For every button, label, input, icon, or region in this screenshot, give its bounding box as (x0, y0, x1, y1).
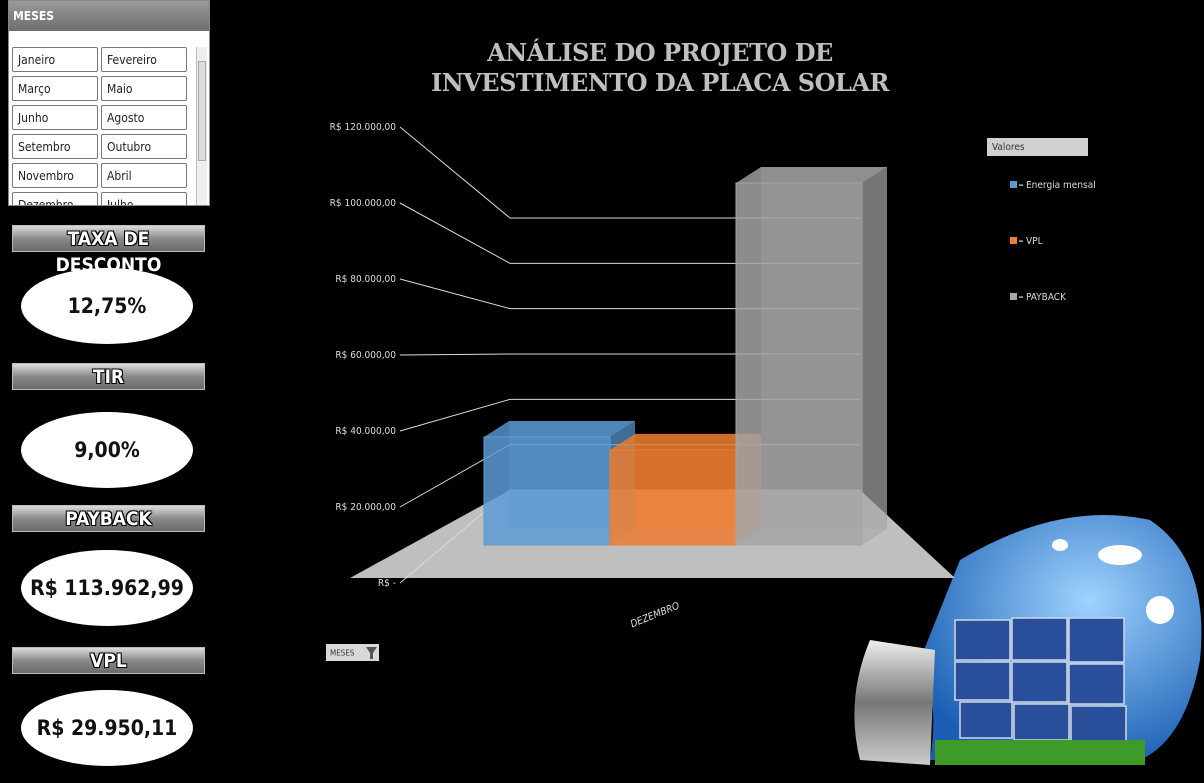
y-tick-label: R$ 20.000,00 (335, 502, 396, 513)
slicer-item[interactable]: Maio (101, 76, 187, 101)
legend-swatch (1010, 237, 1017, 244)
kpi-value: 9,00% (21, 412, 193, 488)
legend-label: VPL (1026, 236, 1043, 247)
legend-swatch (1010, 293, 1017, 300)
field-button[interactable] (326, 644, 379, 661)
kpi-label: VPL (12, 647, 205, 674)
y-tick-label: R$ - (378, 578, 396, 589)
bar-side (862, 167, 887, 545)
bar (609, 449, 737, 546)
kpi-label: PAYBACK (12, 505, 205, 532)
legend-title-box (987, 138, 1088, 156)
x-tick-label: DEZEMBRO (629, 601, 681, 631)
slicer-title: MESES (9, 1, 209, 31)
chart-title: ANÁLISE DO PROJETO DE INVESTIMENTO DA PL… (430, 38, 890, 97)
y-tick-label: R$ 80.000,00 (335, 274, 396, 285)
y-tick-label: R$ 100.000,00 (330, 198, 397, 209)
slicer-item[interactable]: Fevereiro (101, 47, 187, 72)
kpi-label: TAXA DE DESCONTO (12, 225, 205, 276)
bar (483, 436, 611, 546)
slicer-item[interactable]: Janeiro (12, 47, 98, 72)
legend-label: PAYBACK (1026, 292, 1067, 303)
legend-dash (1019, 184, 1023, 186)
bulb-illustration (854, 515, 1202, 765)
kpi-value: R$ 29.950,11 (21, 690, 193, 766)
slicer-item[interactable]: Agosto (101, 105, 187, 130)
slicer-item[interactable]: Outubro (101, 134, 187, 159)
legend-title: Valores (992, 142, 1025, 153)
legend-swatch (1010, 181, 1017, 188)
y-tick-label: R$ 60.000,00 (335, 350, 396, 361)
slicer-item[interactable]: Dezembro (12, 192, 98, 205)
slicer-item[interactable]: Setembro (12, 134, 98, 159)
legend-dash (1019, 240, 1023, 242)
bar (735, 182, 863, 546)
y-tick-label: R$ 40.000,00 (335, 426, 396, 437)
scrollbar[interactable] (196, 47, 207, 205)
slicer-item[interactable]: Março (12, 76, 98, 101)
legend-label: Energia mensal (1026, 180, 1096, 191)
kpi-value: 12,75% (21, 268, 193, 344)
bar-top (736, 167, 887, 183)
slicer-item[interactable]: Julho (101, 192, 187, 205)
filter-icon (366, 647, 377, 659)
bar-top (610, 433, 761, 450)
slicer-item[interactable]: Abril (101, 163, 187, 188)
kpi-label: TIR (12, 363, 205, 390)
legend-dash (1019, 296, 1023, 298)
bar-top (484, 421, 635, 438)
slicer: MESES Janeiro Fevereiro Março Maio Junho Agos… (8, 0, 210, 206)
slicer-item[interactable]: Novembro (12, 163, 98, 188)
kpi-value: R$ 113.962,99 (21, 550, 193, 626)
slicer-item[interactable]: Junho (12, 105, 98, 130)
y-tick-label: R$ 120.000,00 (330, 122, 397, 133)
field-button-label: MESES (330, 649, 355, 658)
